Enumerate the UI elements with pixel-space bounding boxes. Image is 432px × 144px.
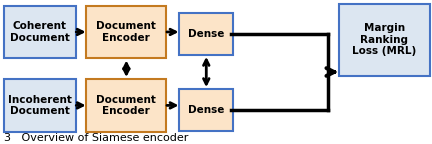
Text: 3   Overview of Siamese encoder: 3 Overview of Siamese encoder bbox=[4, 133, 189, 143]
Text: Dense: Dense bbox=[188, 105, 225, 115]
Text: Document
Encoder: Document Encoder bbox=[96, 21, 156, 43]
Text: Coherent
Document: Coherent Document bbox=[10, 21, 70, 43]
Text: Document
Encoder: Document Encoder bbox=[96, 95, 156, 116]
FancyBboxPatch shape bbox=[179, 13, 233, 55]
FancyBboxPatch shape bbox=[86, 79, 166, 132]
Text: Incoherent
Document: Incoherent Document bbox=[8, 95, 72, 116]
FancyBboxPatch shape bbox=[4, 6, 76, 58]
Text: Margin
Ranking
Loss (MRL): Margin Ranking Loss (MRL) bbox=[353, 23, 416, 56]
FancyBboxPatch shape bbox=[179, 89, 233, 131]
FancyBboxPatch shape bbox=[4, 79, 76, 132]
Text: Dense: Dense bbox=[188, 29, 225, 39]
FancyBboxPatch shape bbox=[86, 6, 166, 58]
FancyBboxPatch shape bbox=[339, 4, 430, 76]
